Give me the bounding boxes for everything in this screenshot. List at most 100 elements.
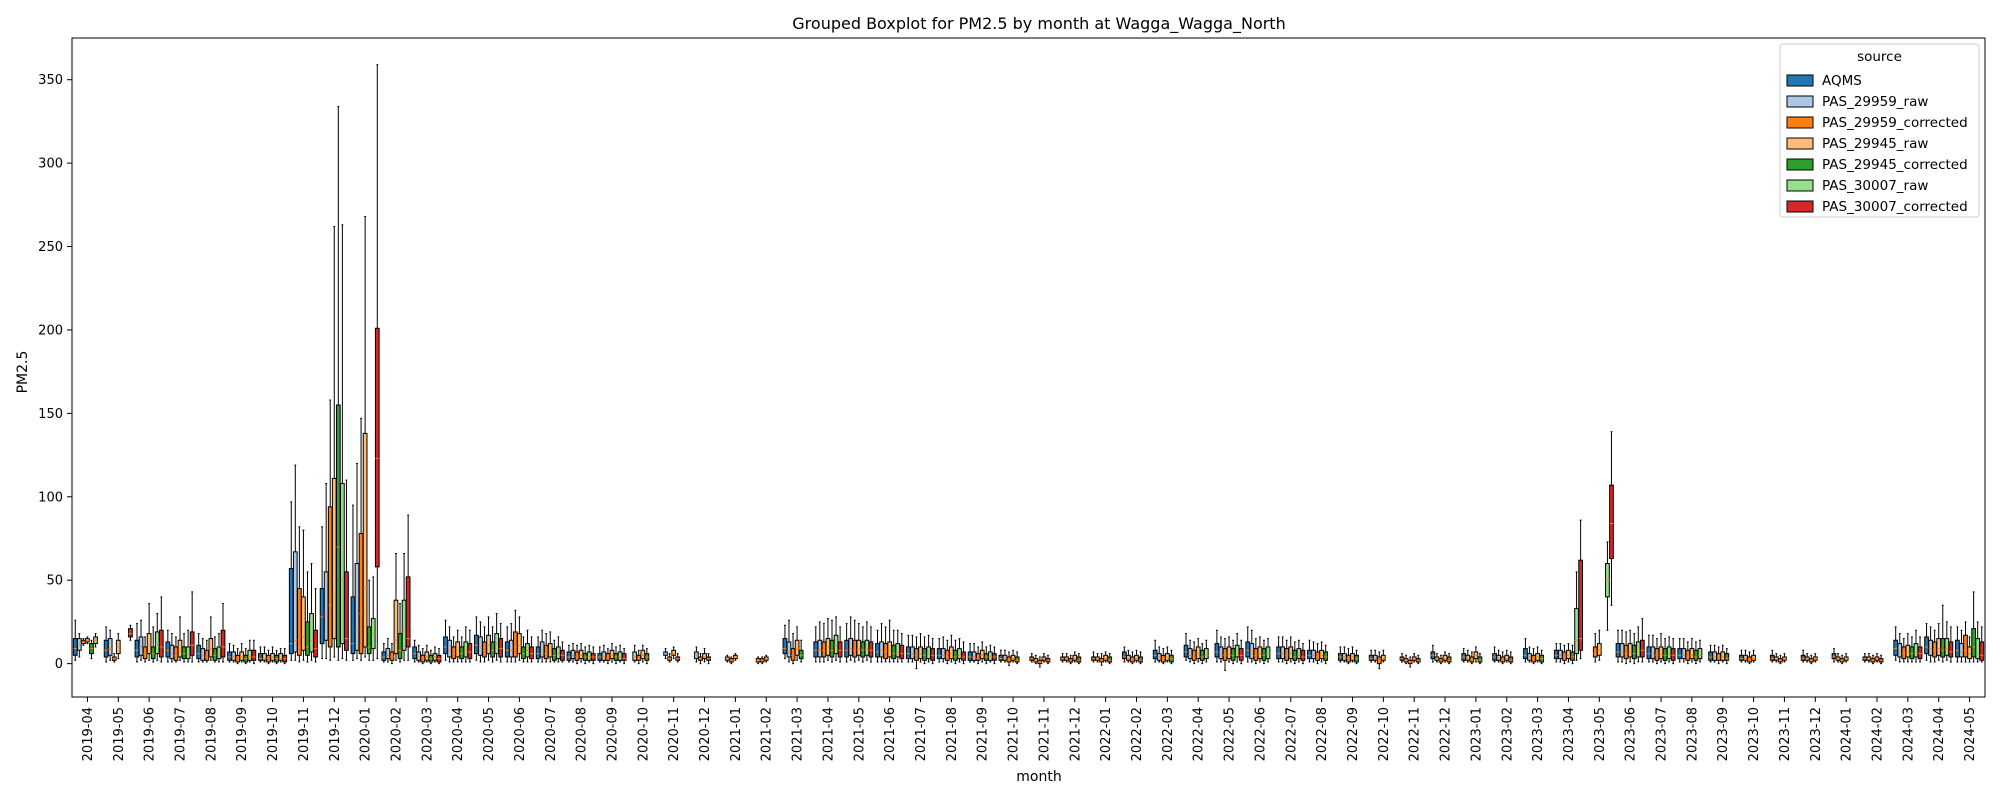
box-2020-08-PAS_29945_raw (578, 643, 584, 663)
box-2020-10-PAS_29959_corrected (636, 649, 642, 665)
box-body (165, 641, 171, 658)
box-body (1203, 648, 1209, 660)
box-body (1500, 656, 1506, 663)
box-body (1751, 654, 1756, 661)
x-tick-label: 2022-04 (1192, 707, 1207, 761)
box-2019-11-PAS_30007_raw (309, 563, 314, 661)
box-body (1932, 641, 1938, 658)
box-body (1134, 654, 1139, 661)
y-tick-label: 150 (38, 407, 63, 422)
box-body (1627, 643, 1633, 658)
box-2019-07-PAS_29959_corrected (173, 636, 179, 663)
box-body (1265, 646, 1271, 660)
box-2023-07-PAS_29959_raw (1650, 634, 1656, 663)
box-body (327, 506, 333, 648)
box-2020-08-PAS_29945_corrected (582, 646, 588, 665)
box-2021-07-PAS_29959_raw (910, 634, 915, 663)
x-tick-label: 2020-02 (389, 707, 404, 761)
box-body (636, 654, 642, 661)
box-2020-01-PAS_29945_corrected (366, 579, 372, 661)
box-body (150, 646, 156, 660)
box-2023-06-PAS_30007_corrected (1639, 618, 1645, 663)
box-2020-06-PAS_29959_corrected (512, 609, 518, 663)
box-body (350, 596, 356, 655)
x-tick-label: 2019-05 (112, 707, 127, 761)
axes-frame (71, 37, 1986, 698)
box-2022-06-PAS_29959_raw (1249, 629, 1255, 663)
box-2020-07-PAS_30007_corrected (560, 641, 565, 663)
plot-area (72, 64, 1985, 671)
box-2021-10-PAS_29959_corrected (1006, 651, 1012, 666)
box-2020-12-PAS_29959_raw (694, 646, 699, 663)
box-2020-03-PAS_30007_raw (432, 646, 438, 663)
box-body (979, 649, 985, 660)
box-2021-04-PAS_29959_corrected (821, 623, 827, 663)
box-body (381, 651, 387, 661)
box-2021-01-PAS_29959_raw (724, 654, 730, 663)
box-2021-06-PAS_29945_raw (887, 619, 893, 663)
box-body (1928, 639, 1933, 656)
box-2019-07-PAS_29945_raw (177, 616, 183, 661)
box-body (196, 644, 202, 660)
box-2021-04-PAS_30007_corrected (837, 626, 843, 663)
axes: 0 50 100 150 200 250 300 350 2019-04 2019-05 2019-… (38, 37, 1986, 761)
box-body (1769, 654, 1775, 661)
box-body (621, 653, 627, 661)
box-2020-08-PAS_30007_corrected (590, 646, 596, 665)
box-body (1574, 608, 1579, 655)
box-2021-04-PAS_29945_raw (825, 618, 831, 661)
box-2019-06-PAS_30007_corrected (158, 596, 164, 663)
x-tick-label: 2019-09 (235, 707, 250, 761)
box-2021-08-AQMS (936, 638, 942, 663)
box-2022-02-PAS_29959_raw (1126, 649, 1131, 663)
box-body (1230, 648, 1236, 661)
box-2022-06-PAS_30007_raw (1265, 638, 1271, 663)
box-body (1214, 643, 1220, 658)
box-2024-04-PAS_29959_raw (1928, 626, 1933, 663)
box-body (362, 432, 368, 648)
box-2019-10-PAS_29959_raw (262, 646, 267, 663)
box-body (1014, 656, 1020, 663)
box-body (930, 648, 936, 661)
box-body (570, 649, 576, 660)
box-2019-04-PAS_29945_raw (85, 636, 90, 645)
box-2020-10-PAS_29959_raw (632, 644, 638, 663)
legend-swatch-PAS_29945_raw (1786, 137, 1814, 150)
box-body (309, 613, 314, 653)
box-2024-04-PAS_29945_corrected (1940, 604, 1946, 663)
box-2022-07-AQMS (1276, 636, 1281, 663)
box-body (1716, 653, 1722, 661)
box-2019-05-PAS_29945_raw (115, 633, 121, 660)
box-2020-03-PAS_30007_corrected (436, 648, 442, 665)
box-2021-05-PAS_29959_raw (848, 616, 854, 661)
box-body (1284, 648, 1290, 661)
box-2019-11-PAS_29945_raw (301, 529, 306, 661)
x-tick-label: 2019-04 (81, 707, 96, 761)
box-body (1187, 648, 1193, 660)
box-2021-06-PAS_30007_corrected (899, 633, 905, 663)
box-2023-12-PAS_29945_raw (1812, 653, 1818, 663)
box-2023-05-PAS_30007_corrected (1609, 431, 1614, 606)
box-body (910, 646, 915, 660)
box-2019-12-AQMS (319, 526, 325, 660)
x-tick-label: 2022-12 (1439, 707, 1454, 761)
box-body (1496, 654, 1502, 661)
box-2020-04-PAS_29945_raw (455, 629, 461, 663)
box-2019-12-PAS_29959_raw (323, 482, 329, 660)
box-2019-08-PAS_29959_raw (200, 638, 206, 663)
box-body (998, 654, 1004, 661)
box-2020-11-PAS_29959_corrected (667, 653, 672, 663)
box-body (1557, 649, 1563, 660)
box-2020-04-PAS_29959_raw (447, 626, 452, 663)
box-2020-11-PAS_29945_corrected (675, 653, 681, 663)
box-2021-04-PAS_30007_raw (833, 616, 839, 661)
box-2020-04-PAS_30007_corrected (467, 629, 473, 663)
x-tick-label: 2020-09 (605, 707, 620, 761)
box-body (961, 651, 966, 661)
box-body (1901, 646, 1907, 660)
box-body (1006, 656, 1012, 663)
x-tick-label: 2022-01 (1099, 707, 1114, 761)
box-2022-03-PAS_29945_raw (1164, 646, 1170, 663)
box-body (416, 651, 422, 661)
x-tick-label: 2024-05 (1963, 707, 1978, 761)
